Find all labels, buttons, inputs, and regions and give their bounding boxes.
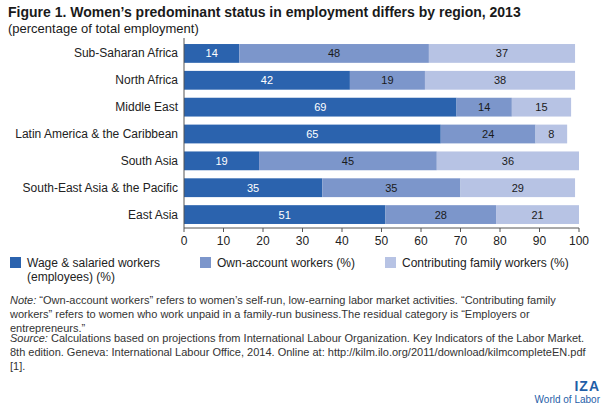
data-label: 35 bbox=[247, 182, 259, 194]
x-tick-label: 50 bbox=[375, 234, 389, 248]
legend: Wage & salaried workers (employees) (%) O… bbox=[10, 256, 600, 288]
data-label: 14 bbox=[206, 47, 218, 59]
x-tick bbox=[500, 228, 501, 232]
legend-item: Own-account workers (%) bbox=[200, 256, 380, 270]
data-label: 42 bbox=[261, 74, 273, 86]
category-label: Sub-Saharan Africa bbox=[74, 46, 178, 60]
bar-segment bbox=[239, 44, 429, 63]
legend-swatch bbox=[10, 257, 21, 268]
x-tick-label: 60 bbox=[414, 234, 428, 248]
x-tick bbox=[302, 228, 303, 232]
x-tick-label: 20 bbox=[256, 234, 270, 248]
x-tick bbox=[263, 228, 264, 232]
bar-segment bbox=[457, 98, 512, 117]
data-label: 48 bbox=[328, 47, 340, 59]
bar-segment bbox=[184, 151, 259, 170]
logo-text: World of Labor bbox=[535, 393, 600, 406]
note: Note: “Own-account workers” refers to wo… bbox=[10, 293, 595, 335]
category-label: North Africa bbox=[115, 73, 178, 87]
data-label: 35 bbox=[385, 182, 397, 194]
bar-segment bbox=[512, 98, 571, 117]
bar-segment bbox=[441, 125, 536, 144]
bars bbox=[184, 44, 579, 224]
bar-segment bbox=[536, 125, 568, 144]
legend-label: Own-account workers (%) bbox=[217, 256, 355, 270]
x-tick bbox=[460, 228, 461, 232]
bar-segment bbox=[496, 205, 579, 224]
bar-segment bbox=[184, 178, 322, 197]
category-label: South Asia bbox=[121, 154, 179, 168]
bar-segment bbox=[322, 178, 460, 197]
x-tick bbox=[579, 228, 580, 232]
bar-segment bbox=[184, 125, 441, 144]
title: Figure 1. Women’s predominant status in … bbox=[8, 4, 521, 21]
category-label: Middle East bbox=[115, 100, 178, 114]
bar-segment bbox=[385, 205, 496, 224]
subtitle: (percentage of total employment) bbox=[8, 21, 199, 37]
x-tick-label: 100 bbox=[569, 234, 589, 248]
legend-item: Contributing family workers (%) bbox=[385, 256, 595, 270]
legend-swatch bbox=[385, 257, 396, 268]
x-tick bbox=[223, 228, 224, 232]
x-tick bbox=[539, 228, 540, 232]
data-label: 29 bbox=[512, 182, 524, 194]
data-labels: 14 42 69 65 19 35 51 48 19 14 24 45 35 28 37 38 15 8 36 29 2… bbox=[206, 47, 555, 220]
category-label: East Asia bbox=[128, 208, 178, 222]
bar-segment bbox=[184, 98, 457, 117]
data-label: 51 bbox=[279, 209, 291, 221]
data-label: 45 bbox=[342, 155, 354, 167]
logo-text: IZA bbox=[535, 380, 600, 393]
bar-segment bbox=[461, 178, 576, 197]
data-label: 38 bbox=[494, 74, 506, 86]
data-label: 14 bbox=[478, 101, 490, 113]
x-tick-label: 80 bbox=[493, 234, 507, 248]
bar-segment bbox=[259, 151, 437, 170]
data-label: 19 bbox=[215, 155, 227, 167]
data-label: 36 bbox=[502, 155, 514, 167]
x-tick-label: 70 bbox=[454, 234, 468, 248]
bar-segment bbox=[184, 205, 385, 224]
x-tick bbox=[421, 228, 422, 232]
bar-segment bbox=[437, 151, 579, 170]
x-tick bbox=[184, 228, 185, 232]
x-tick-label: 10 bbox=[217, 234, 231, 248]
data-label: 24 bbox=[482, 128, 494, 140]
data-label: 37 bbox=[496, 47, 508, 59]
data-label: 69 bbox=[314, 101, 326, 113]
data-label: 65 bbox=[306, 128, 318, 140]
legend-item: Wage & salaried workers (employees) (%) bbox=[10, 256, 175, 284]
source: Source: Calculations based on projection… bbox=[10, 331, 595, 373]
bar-segment bbox=[184, 44, 239, 63]
category-label: Latin America & the Caribbean bbox=[15, 127, 178, 141]
category-label: South-East Asia & the Pacific bbox=[23, 181, 178, 195]
data-label: 19 bbox=[381, 74, 393, 86]
y-axis-line bbox=[184, 38, 185, 228]
data-label: 21 bbox=[531, 209, 543, 221]
legend-swatch bbox=[200, 257, 211, 268]
x-tick bbox=[342, 228, 343, 232]
logo: IZAWorld of Labor bbox=[535, 380, 600, 406]
bar-segment bbox=[425, 71, 575, 90]
x-tick-label: 0 bbox=[181, 234, 188, 248]
data-label: 15 bbox=[535, 101, 547, 113]
legend-label: Wage & salaried workers (employees) (%) bbox=[27, 256, 175, 284]
bar-segment bbox=[429, 44, 575, 63]
x-tick-label: 90 bbox=[533, 234, 547, 248]
x-tick-label: 40 bbox=[335, 234, 349, 248]
bar-segment bbox=[184, 71, 350, 90]
x-tick bbox=[381, 228, 382, 232]
legend-label: Contributing family workers (%) bbox=[402, 256, 569, 270]
data-label: 28 bbox=[435, 209, 447, 221]
bar-segment bbox=[350, 71, 425, 90]
data-label: 8 bbox=[548, 128, 554, 140]
x-tick-label: 30 bbox=[296, 234, 310, 248]
